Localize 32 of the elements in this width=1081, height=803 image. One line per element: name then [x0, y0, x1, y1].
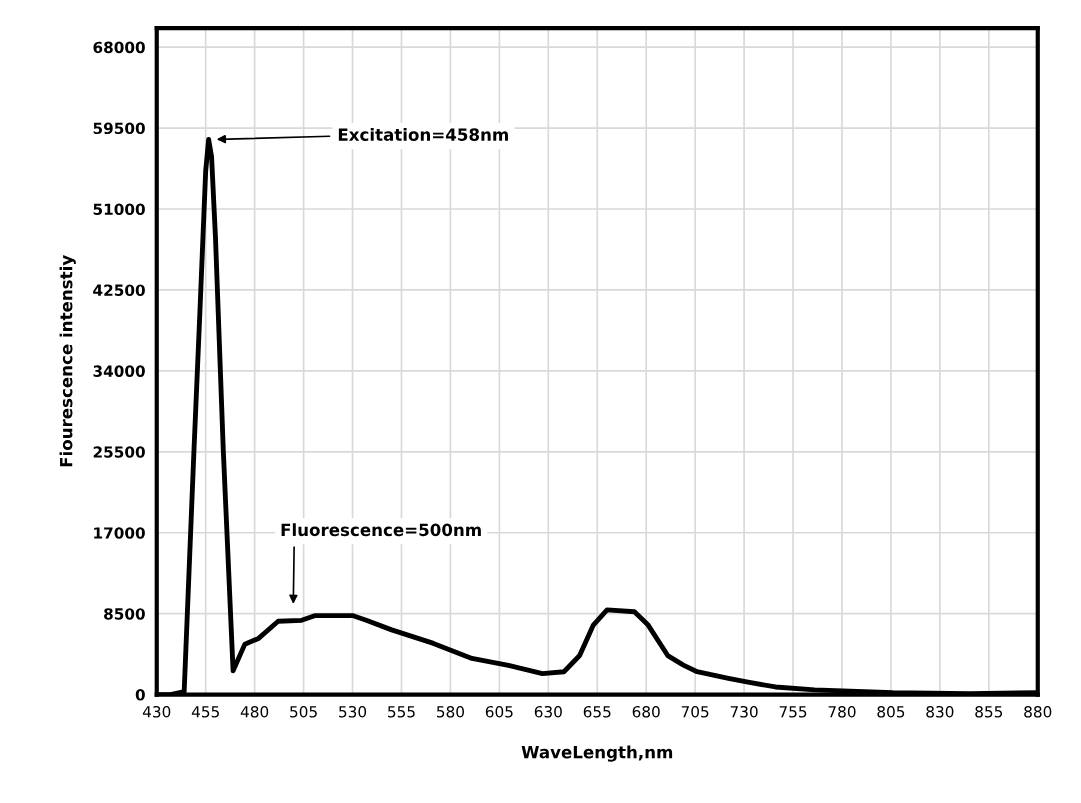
x-tick-label: 755	[779, 706, 807, 718]
y-tick-label: 17000	[94, 527, 145, 539]
y-tick-label: 25500	[93, 446, 145, 458]
x-tick-label: 455	[191, 706, 219, 718]
y-tick-label: 68000	[93, 41, 145, 54]
y-tick-label: 42500	[93, 284, 145, 296]
x-tick-label: 530	[339, 705, 367, 718]
x-tick-label: 805	[877, 705, 905, 718]
x-tick-label: 655	[583, 705, 611, 718]
y-axis-title: Fiourescence intenstiy	[59, 255, 76, 467]
x-axis-title: WaveLength,nm	[521, 745, 673, 762]
y-tick-label: 0	[135, 689, 145, 701]
x-tick-label: 580	[437, 705, 464, 718]
x-tick-label: 430	[142, 705, 171, 718]
x-tick-label: 555	[388, 706, 415, 718]
y-tick-label: 51000	[93, 203, 145, 216]
x-tick-label: 505	[290, 705, 317, 718]
x-tick-label: 605	[485, 705, 513, 718]
x-tick-label: 880	[1024, 705, 1052, 718]
x-tick-label: 830	[926, 705, 954, 718]
x-tick-label: 855	[975, 705, 1003, 718]
x-tick-label: 730	[730, 705, 758, 718]
x-tick-label: 705	[681, 705, 709, 718]
y-tick-label: 8500	[104, 608, 145, 620]
y-tick-label: 59500	[93, 122, 145, 135]
x-tick-label: 480	[240, 705, 269, 718]
x-tick-label: 630	[534, 705, 562, 718]
annotation: Excitation=458nm	[338, 128, 508, 141]
x-tick-label: 680	[632, 705, 660, 718]
x-tick-label: 780	[828, 705, 856, 718]
annotation: Fluorescence=500nm	[281, 523, 481, 537]
y-tick-label: 34000	[93, 365, 145, 377]
